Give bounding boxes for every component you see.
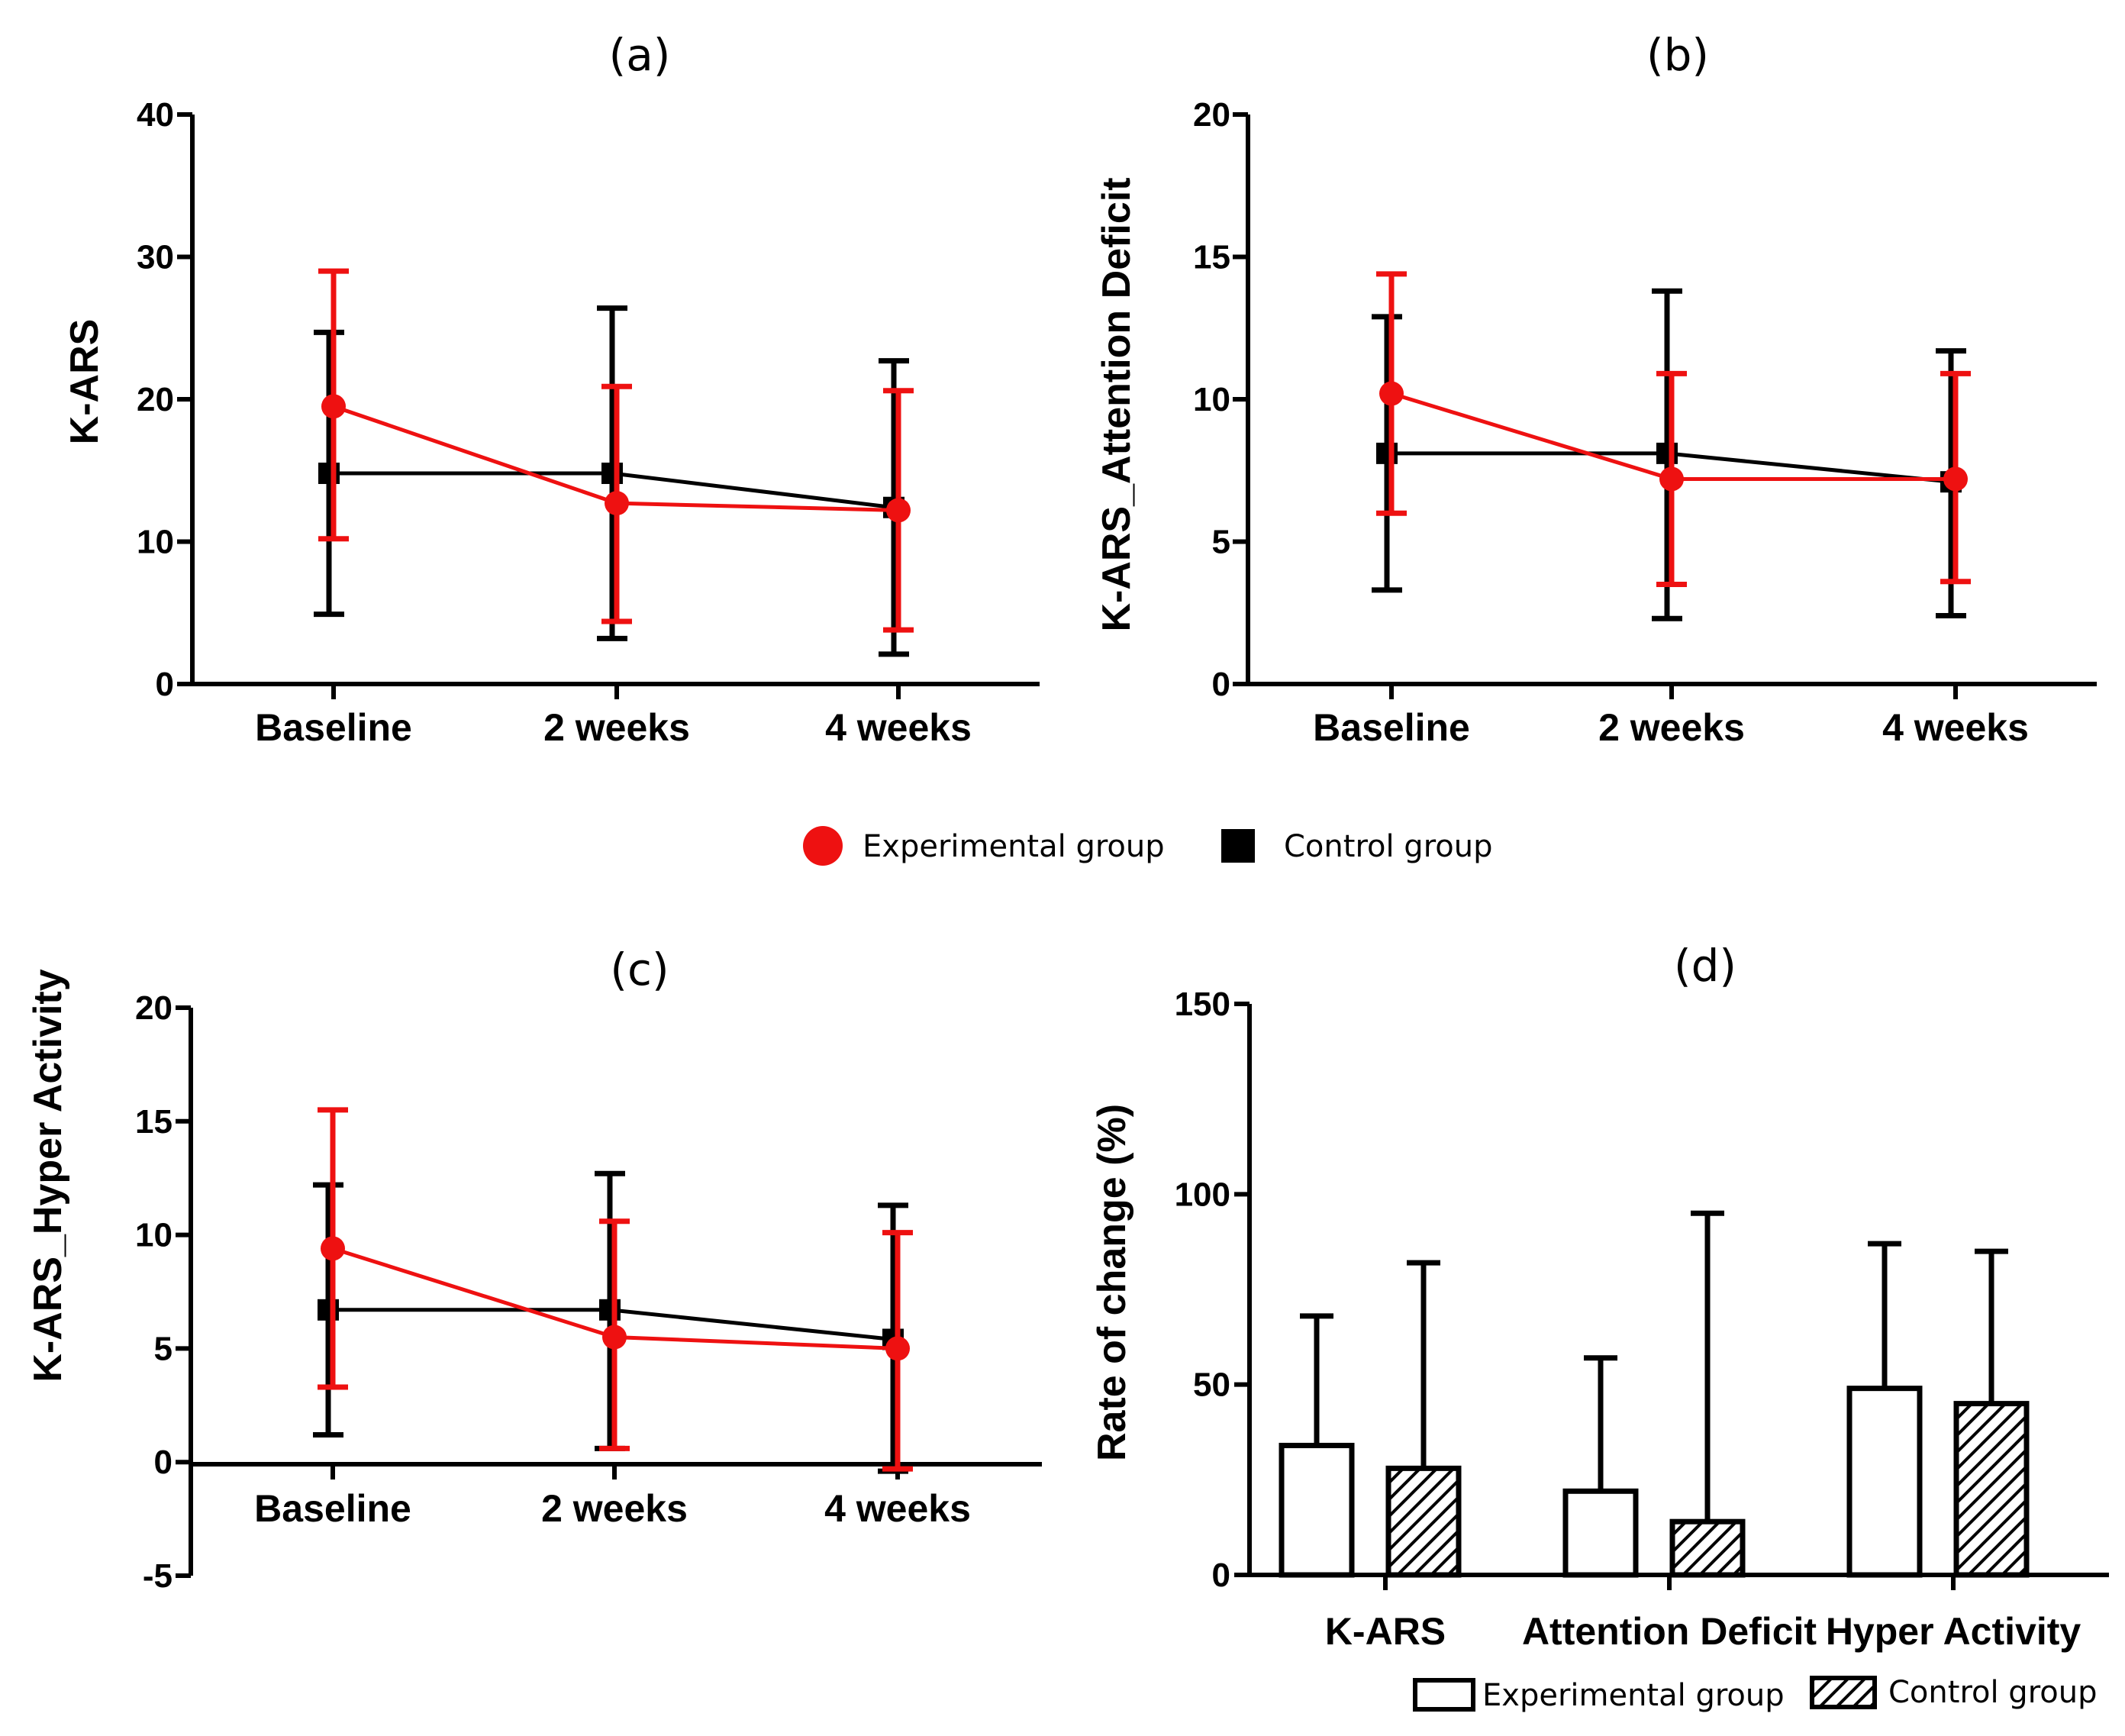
legend-bottom: Experimental group Control group bbox=[1413, 1675, 2097, 1713]
panel-c-xtick-label: Baseline bbox=[254, 1487, 411, 1530]
panel-d-experimental-bar bbox=[1279, 1442, 1355, 1578]
panel-b-title: (b) bbox=[1646, 29, 1709, 81]
panel-a-ylabel: K-ARS bbox=[63, 319, 107, 445]
panel-b-ytick-label: 15 bbox=[1193, 239, 1230, 276]
panel-d-ytick-label: 0 bbox=[1212, 1557, 1230, 1594]
panel-c-experimental-point bbox=[885, 1336, 910, 1361]
panel-a-ytick-label: 30 bbox=[137, 239, 174, 276]
panel-d-ytick-label: 50 bbox=[1193, 1367, 1230, 1404]
panel-c-ytick-label: 15 bbox=[135, 1103, 173, 1141]
panel-a-control-point bbox=[318, 462, 340, 484]
panel-b-xtick-label: 2 weeks bbox=[1598, 706, 1745, 749]
panel-c-control-point bbox=[318, 1299, 339, 1321]
panel-a-ytick-label: 40 bbox=[137, 96, 174, 134]
panel-c-xtick-label: 2 weeks bbox=[541, 1487, 688, 1530]
panel-d-ylabel: Rate of change (%) bbox=[1090, 1104, 1134, 1461]
panel-a-xtick-label: Baseline bbox=[255, 706, 412, 749]
panel-a-xtick-label: 2 weeks bbox=[543, 706, 690, 749]
legend-bottom-control-swatch bbox=[1810, 1676, 1877, 1709]
panel-d-ytick-label: 100 bbox=[1175, 1176, 1230, 1213]
legend-experimental-marker bbox=[803, 826, 843, 866]
panel-a-experimental-point bbox=[321, 394, 346, 419]
panel-d-control-bar bbox=[1385, 1465, 1462, 1578]
panel-c-control-point bbox=[599, 1299, 621, 1321]
legend-top: Experimental group Control group bbox=[803, 826, 1492, 866]
legend-control-label: Control group bbox=[1284, 829, 1492, 864]
panel-a-title: (a) bbox=[609, 29, 671, 81]
panel-c-ytick-label: 5 bbox=[154, 1330, 173, 1367]
legend-experimental-label: Experimental group bbox=[863, 829, 1165, 864]
panel-a-experimental-point bbox=[886, 498, 911, 523]
panel-d-control-bar bbox=[1953, 1401, 2030, 1578]
panel-b-experimental-point bbox=[1379, 381, 1404, 406]
legend-bottom-experimental-label: Experimental group bbox=[1482, 1678, 1785, 1713]
panel-d-experimental-bar bbox=[1562, 1488, 1639, 1578]
panel-d-xtick-label: K-ARS bbox=[1325, 1610, 1446, 1653]
panel-c-ytick-label: -5 bbox=[143, 1557, 173, 1595]
panel-b-ylabel: K-ARS_Attention Deficit bbox=[1095, 177, 1139, 631]
panel-b-ytick-label: 5 bbox=[1212, 524, 1230, 561]
panel-a-experimental-point bbox=[605, 491, 629, 516]
panel-c-title: (c) bbox=[610, 944, 669, 995]
panel-b-control-point bbox=[1376, 442, 1398, 464]
panel-b-xtick-label: 4 weeks bbox=[1882, 706, 2029, 749]
panel-b-ytick-label: 10 bbox=[1193, 381, 1230, 418]
panel-b-chart: (b) K-ARS_Attention Deficit 0 5 10 15 20 Base… bbox=[1095, 29, 2097, 749]
panel-a-control-point bbox=[601, 462, 623, 484]
panel-c-ytick-label: 10 bbox=[135, 1217, 173, 1254]
legend-bottom-experimental-swatch bbox=[1413, 1678, 1475, 1712]
panel-c-xtick-label: 4 weeks bbox=[824, 1487, 971, 1530]
panel-c-chart: (c) K-ARS_Hyper Activity -5 0 5 10 15 20 Basel… bbox=[26, 944, 1042, 1595]
panel-c-experimental-point bbox=[602, 1325, 627, 1350]
panel-b-experimental-point bbox=[1943, 466, 1968, 492]
panel-d-ytick-label: 150 bbox=[1175, 986, 1230, 1023]
panel-a-ytick-label: 20 bbox=[137, 381, 174, 418]
panel-d-xtick-label: Hyper Activity bbox=[1826, 1610, 2081, 1653]
panel-d-chart: (d) Rate of change (%) 0 50 100 150 K-ARS Att… bbox=[1090, 940, 2109, 1653]
panel-a-xtick-label: 4 weeks bbox=[825, 706, 972, 749]
panel-d-control-bar bbox=[1669, 1518, 1746, 1578]
panel-a-ytick-label: 0 bbox=[156, 666, 174, 703]
panel-a-ytick-label: 10 bbox=[137, 524, 174, 561]
panel-b-ytick-label: 20 bbox=[1193, 96, 1230, 134]
panel-c-experimental-point bbox=[321, 1236, 345, 1261]
panel-b-ytick-label: 0 bbox=[1212, 666, 1230, 703]
panel-d-experimental-bar bbox=[1846, 1386, 1923, 1578]
panel-b-xtick-label: Baseline bbox=[1313, 706, 1470, 749]
panel-b-experimental-point bbox=[1659, 466, 1684, 492]
panel-c-ylabel: K-ARS_Hyper Activity bbox=[26, 969, 70, 1382]
panel-c-ytick-label: 0 bbox=[154, 1444, 173, 1481]
legend-control-marker bbox=[1221, 829, 1255, 863]
panel-b-control-point bbox=[1656, 442, 1678, 464]
panel-c-ytick-label: 20 bbox=[135, 989, 173, 1027]
panel-d-title: (d) bbox=[1674, 940, 1736, 992]
panel-d-xtick-label: Attention Deficit bbox=[1522, 1610, 1817, 1653]
panel-a-chart: (a) K-ARS 0 10 20 30 40 Baseline 2 weeks 4 week… bbox=[63, 29, 1040, 749]
legend-bottom-control-label: Control group bbox=[1888, 1675, 2097, 1710]
